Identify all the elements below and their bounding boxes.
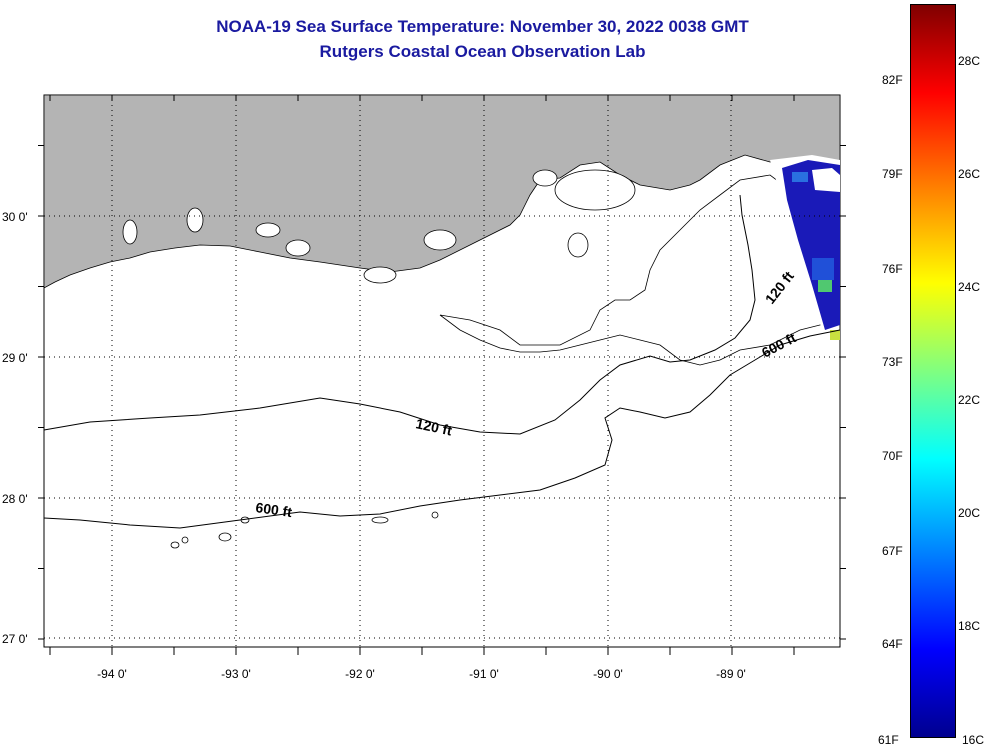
lat-label: 29 0' xyxy=(2,351,28,365)
colorbar-c-label: 22C xyxy=(958,393,981,407)
lake-maurepas xyxy=(532,169,558,187)
lake-salvador xyxy=(567,232,589,258)
colorbar-c-label: 18C xyxy=(958,619,981,633)
lake-pontchartrain xyxy=(554,169,636,211)
lat-label: 28 0' xyxy=(2,492,28,506)
lon-label: -92 0' xyxy=(345,667,375,681)
lon-label: -89 0' xyxy=(716,667,746,681)
colorbar-f-label: 64F xyxy=(882,637,903,651)
lon-label: -94 0' xyxy=(97,667,127,681)
temperature-colorbar xyxy=(910,4,956,738)
colorbar-f-label: 73F xyxy=(882,355,903,369)
map-subtitle: Rutgers Coastal Ocean Observation Lab xyxy=(319,42,646,61)
offshore-banks xyxy=(170,511,439,549)
lake-terrebonne xyxy=(423,229,457,251)
land-mass xyxy=(43,94,841,289)
lake-sabine xyxy=(122,219,138,245)
colorbar-f-label: 67F xyxy=(882,544,903,558)
colorbar-f-label: 70F xyxy=(882,449,903,463)
colorbar-c-label: 20C xyxy=(958,506,981,520)
colorbar-c-label: 16C xyxy=(962,733,985,747)
lake-white xyxy=(285,239,311,257)
colorbar-c-label: 24C xyxy=(958,280,981,294)
lat-label: 27 0' xyxy=(2,632,28,646)
sst-swath xyxy=(770,155,840,340)
axis-ticks xyxy=(38,95,846,655)
map-title: NOAA-19 Sea Surface Temperature: Novembe… xyxy=(216,17,749,36)
bay-atchafalaya xyxy=(363,266,397,284)
lat-label: 30 0' xyxy=(2,210,28,224)
lon-label: -93 0' xyxy=(221,667,251,681)
colorbar-f-label: 82F xyxy=(882,73,903,87)
contour-label-120-west: 120 ft xyxy=(414,415,453,438)
colorbar-f-label: 61F xyxy=(878,733,899,747)
longitude-labels: -94 0' -93 0' -92 0' -91 0' -90 0' -89 0… xyxy=(97,667,746,681)
latitude-labels: 30 0' 29 0' 28 0' 27 0' xyxy=(2,210,28,646)
graticule xyxy=(44,95,840,647)
colorbar-f-label: 79F xyxy=(882,167,903,181)
colorbar-c-label: 28C xyxy=(958,54,981,68)
colorbar-f-label: 76F xyxy=(882,262,903,276)
lon-label: -91 0' xyxy=(469,667,499,681)
lake-grand xyxy=(255,222,281,238)
colorbar-c-label: 26C xyxy=(958,167,981,181)
contour-120ft xyxy=(43,194,756,435)
lon-label: -90 0' xyxy=(593,667,623,681)
contour-label-600-west: 600 ft xyxy=(255,499,294,520)
lake-calcasieu xyxy=(186,207,204,233)
contour-600ft xyxy=(43,329,841,529)
